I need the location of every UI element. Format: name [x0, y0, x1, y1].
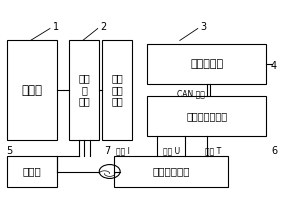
Text: 整车控制器: 整车控制器: [190, 59, 223, 69]
FancyBboxPatch shape: [147, 44, 266, 84]
Text: 6: 6: [271, 146, 277, 156]
Text: 高压动力电池: 高压动力电池: [152, 166, 190, 176]
Text: 5: 5: [7, 146, 13, 156]
Text: 发动机: 发动机: [22, 84, 43, 97]
Text: 电压 U: 电压 U: [164, 146, 181, 155]
Text: 3: 3: [201, 22, 207, 32]
FancyBboxPatch shape: [7, 40, 57, 140]
Text: 电流 I: 电流 I: [116, 146, 130, 155]
FancyBboxPatch shape: [147, 96, 266, 136]
Text: 逆变器: 逆变器: [23, 166, 41, 176]
Text: 温度 T: 温度 T: [205, 146, 221, 155]
Text: 离变
合速
器箱: 离变 合速 器箱: [111, 73, 123, 107]
Text: 7: 7: [104, 146, 110, 156]
Text: 2: 2: [101, 22, 107, 32]
FancyBboxPatch shape: [7, 156, 57, 187]
Text: 电池管理控制器: 电池管理控制器: [186, 111, 227, 121]
Text: 4: 4: [271, 61, 277, 71]
Text: CAN 总线: CAN 总线: [177, 90, 205, 99]
FancyBboxPatch shape: [102, 40, 132, 140]
Text: 1: 1: [53, 22, 59, 32]
Text: 起动
发
电机: 起动 发 电机: [78, 73, 90, 107]
FancyBboxPatch shape: [114, 156, 228, 187]
FancyBboxPatch shape: [69, 40, 99, 140]
